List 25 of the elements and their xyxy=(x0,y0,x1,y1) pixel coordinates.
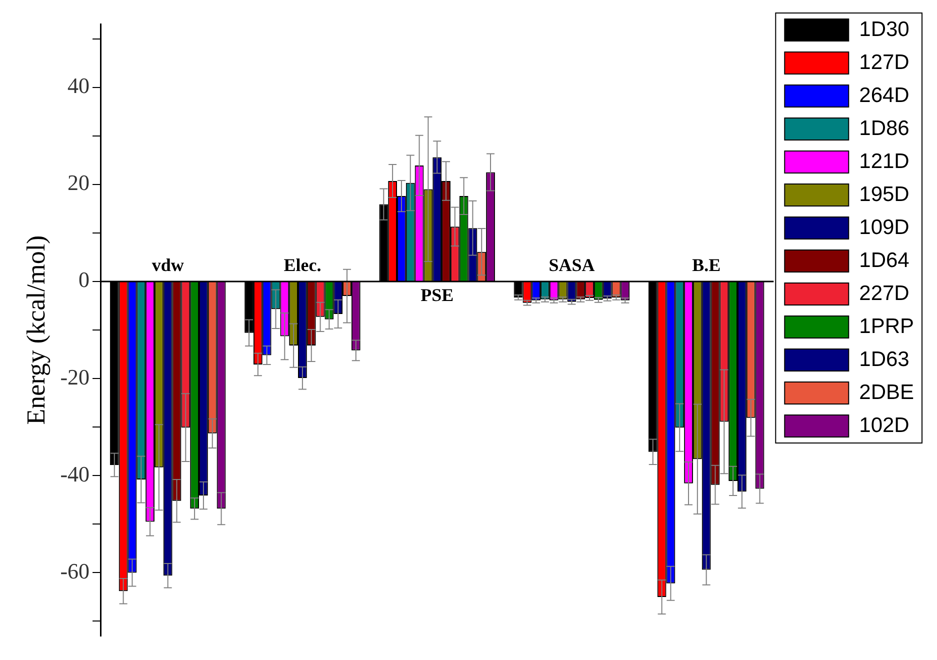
legend-label: 1D30 xyxy=(859,18,910,41)
y-tick-label: 0 xyxy=(78,267,90,292)
y-tick-label: -40 xyxy=(60,461,90,486)
legend-label: 1D63 xyxy=(859,348,910,371)
x-tick-label: SASA xyxy=(548,255,595,276)
legend-label: 1PRP xyxy=(859,314,914,338)
legend-label: 121D xyxy=(859,150,910,173)
legend-label: 264D xyxy=(859,84,910,107)
y-tick-label: -20 xyxy=(60,364,90,390)
legend-label: 1D64 xyxy=(859,248,910,272)
legend-label: 1D86 xyxy=(859,116,910,140)
legend-label: 109D xyxy=(859,216,910,239)
x-tick-label: Elec. xyxy=(284,255,322,276)
y-tick-label: -60 xyxy=(60,558,90,584)
y-axis-title: Energy (kcal/mol) xyxy=(21,235,50,425)
y-tick-label: 20 xyxy=(68,170,90,196)
legend-label: 127D xyxy=(859,50,910,74)
x-tick-label: vdw xyxy=(152,255,184,276)
y-tick-label: 40 xyxy=(68,73,90,98)
legend-label: 195D xyxy=(859,182,910,206)
legend-label: 2DBE xyxy=(859,380,914,404)
legend-label: 227D xyxy=(859,282,910,305)
legend-label: 102D xyxy=(859,414,910,437)
x-tick-label: PSE xyxy=(420,285,454,306)
x-tick-label: B.E xyxy=(692,255,721,276)
